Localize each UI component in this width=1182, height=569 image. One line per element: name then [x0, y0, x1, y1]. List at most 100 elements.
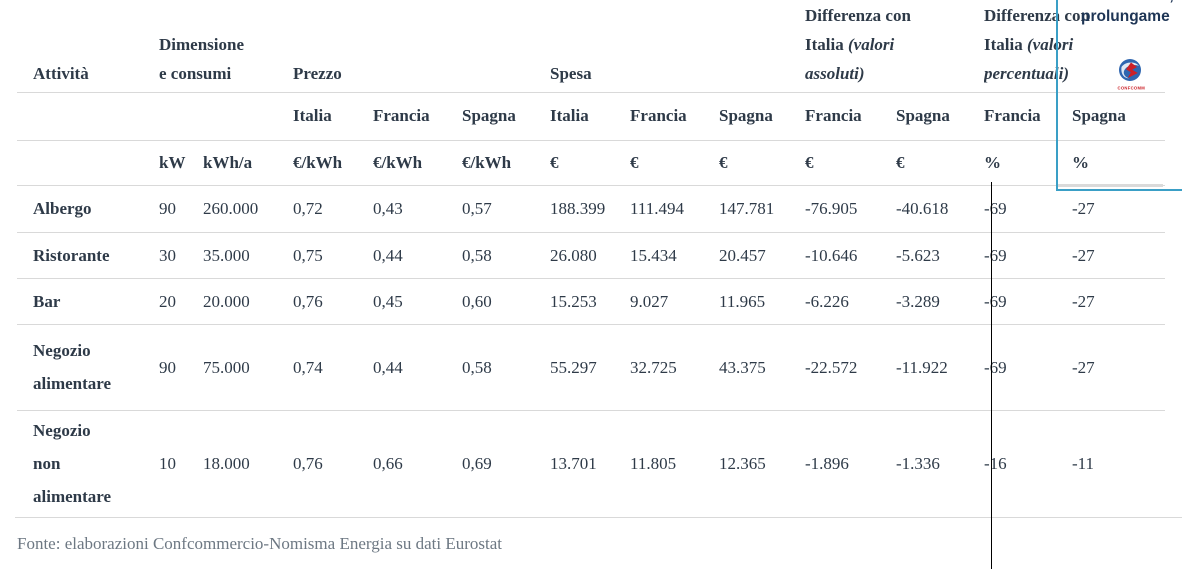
country-header-cell: Italia — [550, 92, 631, 141]
diff-pct-title: Differenza con Italia — [984, 5, 1090, 54]
data-cell: -11.922 — [896, 324, 985, 411]
data-cell: 75.000 — [203, 324, 293, 411]
col-group-dimensione: Dimensione e consumi — [159, 0, 293, 93]
row-label: Negozio alimentare — [17, 324, 159, 411]
col-header-attivita: Attività — [17, 0, 159, 93]
data-cell: 0,76 — [293, 454, 323, 474]
row-label: Albergo — [17, 185, 159, 233]
country-header-cell: Spagna — [1072, 92, 1166, 141]
unit-header-cell: % — [1072, 140, 1166, 186]
data-cell: 0,60 — [462, 278, 551, 325]
col-group-prezzo: Prezzo — [293, 0, 551, 93]
data-cell: 111.494 — [630, 185, 720, 233]
data-cell: 0,58 — [462, 324, 551, 411]
data-cell: 18.000 — [203, 454, 250, 474]
country-header-cell: Spagna — [719, 92, 806, 141]
data-cell: 20 — [159, 278, 203, 325]
data-cell: 15.434 — [630, 232, 720, 279]
data-cell: -69 — [984, 232, 1073, 279]
data-cell: 90 — [159, 185, 203, 233]
data-cell: -22.572 — [805, 324, 897, 411]
data-cell: -69 — [984, 278, 1073, 325]
unit-header-cell: € — [896, 140, 985, 186]
diff-abs-qualifier: (valori assoluti) — [805, 34, 895, 83]
row-label: Negozio non alimentare — [33, 421, 112, 507]
data-cell: -69 — [984, 185, 1073, 233]
data-cell: 188.399 — [550, 185, 631, 233]
data-cell: 35.000 — [203, 232, 293, 279]
country-header-cell: Spagna — [462, 92, 551, 141]
unit-header-cell: €/kWh — [373, 140, 462, 186]
data-cell: -1.896 — [805, 454, 849, 474]
svg-text:CONFCOMMERCIO: CONFCOMMERCIO — [1118, 86, 1146, 91]
data-cell: -1.336 — [896, 454, 940, 474]
bottom-divider — [15, 517, 1182, 518]
data-cell: -10.646 — [805, 232, 897, 279]
col-group-diff-assoluti: Differenza con Italia (valori assoluti) — [805, 0, 985, 93]
data-cell: 0,69 — [462, 454, 492, 474]
spacer-cell — [17, 140, 159, 186]
data-cell: 0,72 — [293, 185, 373, 233]
data-cell: -40.618 — [896, 185, 985, 233]
table-row-albergo: Albergo 90 260.000 0,72 0,43 0,57 188.39… — [17, 185, 1166, 233]
data-cell: 43.375 — [719, 324, 806, 411]
unit-header-cell: % — [984, 140, 1073, 186]
country-header-cell: Francia — [984, 92, 1073, 141]
data-cell: 0,44 — [373, 232, 462, 279]
data-cell: 13.701 — [550, 454, 597, 474]
country-header-cell: Francia — [630, 92, 720, 141]
data-cell: 20.457 — [719, 232, 806, 279]
data-cell: 0,74 — [293, 324, 373, 411]
country-header-cell: Spagna — [896, 92, 985, 141]
diff-abs-title: Differenza con Italia — [805, 5, 911, 54]
country-header-cell: Francia — [805, 92, 897, 141]
diff-pct-qualifier: (valori percentuali) — [984, 34, 1074, 83]
unit-header-cell: € — [630, 140, 720, 186]
overlay-headline-line1[interactable]: economia, — [1097, 0, 1174, 5]
unit-header-cell: € — [805, 140, 897, 186]
unit-header-cell: €/kWh — [293, 140, 373, 186]
table-row-ristorante: Ristorante 30 35.000 0,75 0,44 0,58 26.0… — [17, 232, 1166, 279]
data-cell: 10 — [159, 454, 176, 474]
data-cell: -27 — [1072, 232, 1166, 279]
data-cell: 0,58 — [462, 232, 551, 279]
row-label: Bar — [17, 278, 159, 325]
data-cell: -27 — [1072, 185, 1166, 233]
data-cell: 11.805 — [630, 454, 677, 474]
country-header-row: Italia Francia Spagna Italia Francia Spa… — [17, 92, 1166, 141]
group-header-row: Attività Dimensione e consumi Prezzo Spe… — [17, 0, 1166, 93]
data-cell: -76.905 — [805, 185, 897, 233]
data-cell: 12.365 — [719, 454, 766, 474]
col-group-diff-percentuali: Differenza con Italia (valori percentual… — [984, 0, 1166, 93]
unit-header-cell: €/kWh — [462, 140, 551, 186]
data-cell: 30 — [159, 232, 203, 279]
data-cell: 32.725 — [630, 324, 720, 411]
data-cell: 0,43 — [373, 185, 462, 233]
data-cell: 0,57 — [462, 185, 551, 233]
divider-thick-segment — [1058, 184, 1163, 187]
data-cell: 20.000 — [203, 278, 293, 325]
data-cell: -16 — [984, 454, 1007, 474]
source-note: Fonte: elaborazioni Confcommercio-Nomism… — [17, 534, 503, 553]
confcommercio-logo[interactable]: CONFCOMMERCIO — [1117, 58, 1145, 92]
data-cell: 9.027 — [630, 278, 720, 325]
overlay-headline-line2[interactable]: prolungame — [1081, 8, 1170, 25]
data-cell: -3.289 — [896, 278, 985, 325]
unit-header-cell: kWh/a — [203, 140, 293, 186]
table-row-negozio-non-alimentare: Negozio non alimentare 10 18.000 0,76 0,… — [17, 410, 1165, 517]
data-cell: 15.253 — [550, 278, 631, 325]
data-cell: 11.965 — [719, 278, 806, 325]
vertical-rule-line — [991, 182, 992, 569]
spacer-cell — [17, 92, 293, 141]
data-cell: 0,76 — [293, 278, 373, 325]
table-row-negozio-alimentare: Negozio alimentare 90 75.000 0,74 0,44 0… — [17, 324, 1166, 411]
unit-header-row: kW kWh/a €/kWh €/kWh €/kWh € € € € € % % — [17, 140, 1166, 186]
data-cell: -27 — [1072, 324, 1166, 411]
data-cell: 147.781 — [719, 185, 806, 233]
data-cell: 0,75 — [293, 232, 373, 279]
row-label: Ristorante — [17, 232, 159, 279]
country-header-cell: Italia — [293, 92, 373, 141]
country-header-cell: Francia — [373, 92, 462, 141]
data-cell: 0,66 — [373, 454, 403, 474]
data-cell: 0,44 — [373, 324, 462, 411]
